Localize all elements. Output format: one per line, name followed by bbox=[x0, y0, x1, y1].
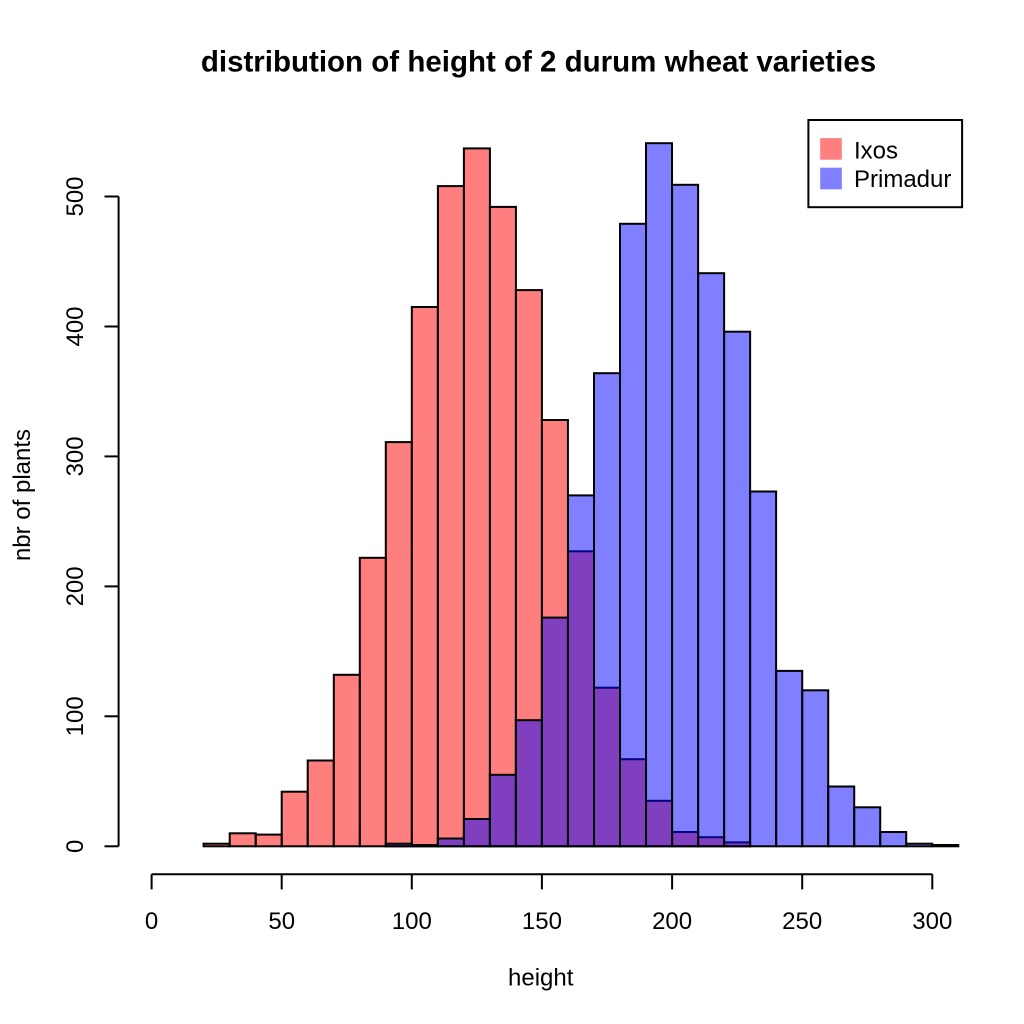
svg-text:500: 500 bbox=[62, 176, 89, 216]
svg-text:200: 200 bbox=[652, 908, 692, 935]
svg-text:distribution of height of 2 du: distribution of height of 2 durum wheat … bbox=[201, 46, 876, 79]
svg-text:50: 50 bbox=[268, 908, 295, 935]
svg-text:300: 300 bbox=[912, 908, 952, 935]
svg-text:200: 200 bbox=[62, 566, 89, 606]
svg-text:300: 300 bbox=[62, 436, 89, 476]
svg-text:Ixos: Ixos bbox=[854, 138, 898, 165]
svg-text:0: 0 bbox=[62, 840, 89, 853]
svg-text:Primadur: Primadur bbox=[854, 166, 951, 193]
svg-text:0: 0 bbox=[145, 908, 158, 935]
svg-text:nbr of plants: nbr of plants bbox=[9, 429, 36, 561]
svg-text:150: 150 bbox=[522, 908, 562, 935]
svg-text:100: 100 bbox=[62, 696, 89, 736]
svg-text:250: 250 bbox=[782, 908, 822, 935]
svg-text:400: 400 bbox=[62, 306, 89, 346]
svg-text:height: height bbox=[508, 965, 574, 992]
svg-text:100: 100 bbox=[392, 908, 432, 935]
